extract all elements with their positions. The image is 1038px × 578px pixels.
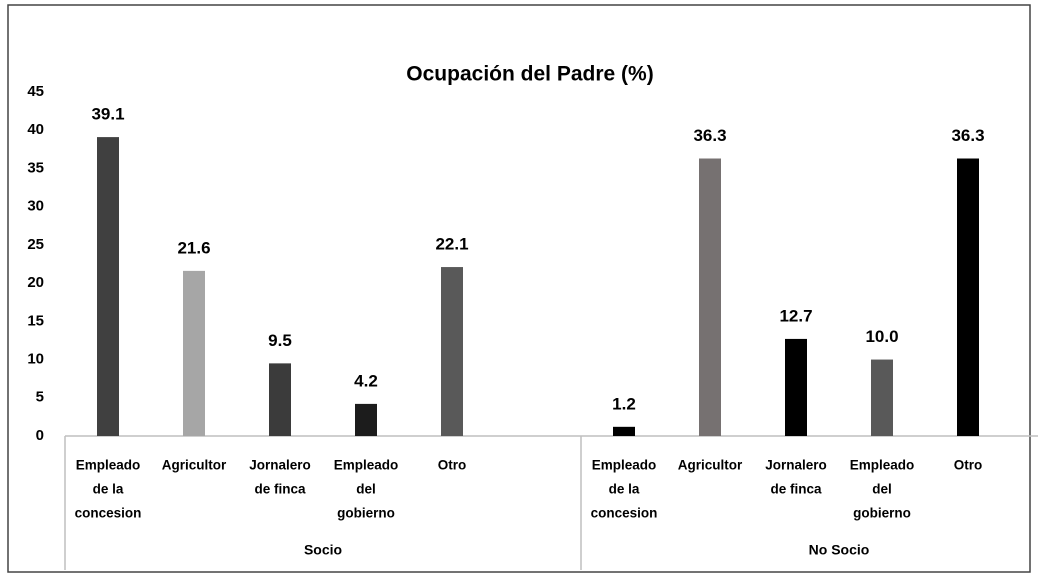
x-tick-label: gobierno <box>337 506 395 521</box>
x-tick-label: del <box>356 482 376 497</box>
x-tick-label: Otro <box>954 458 983 473</box>
x-tick-label: gobierno <box>853 506 911 521</box>
y-tick-label: 30 <box>27 198 44 215</box>
group-label: Socio <box>304 542 342 558</box>
value-label: 36.3 <box>951 126 984 145</box>
bar <box>97 137 119 436</box>
x-tick-label: de la <box>609 482 640 497</box>
x-tick-label: Agricultor <box>162 458 227 473</box>
bar <box>355 403 377 436</box>
y-tick-label: 40 <box>27 121 44 138</box>
value-label: 21.6 <box>177 238 210 257</box>
value-label: 12.7 <box>779 306 812 325</box>
value-label: 10.0 <box>865 327 898 346</box>
y-tick-label: 0 <box>36 427 44 444</box>
bar <box>785 338 807 436</box>
y-tick-label: 10 <box>27 351 44 368</box>
bar <box>871 359 893 436</box>
y-tick-label: 15 <box>27 312 44 329</box>
x-tick-label: Agricultor <box>678 458 743 473</box>
bar <box>269 363 291 436</box>
x-tick-label: de finca <box>254 482 306 497</box>
y-tick-label: 25 <box>27 236 44 253</box>
bar <box>183 270 205 436</box>
y-tick-label: 35 <box>27 159 44 176</box>
x-tick-label: concesion <box>591 506 658 521</box>
x-tick-label: Empleado <box>334 458 399 473</box>
x-tick-label: Jornalero <box>249 458 311 473</box>
bar <box>957 158 979 437</box>
value-label: 4.2 <box>354 371 378 390</box>
x-tick-label: de la <box>93 482 124 497</box>
value-label: 1.2 <box>612 394 636 413</box>
chart-title: Ocupación del Padre (%) <box>406 63 653 86</box>
x-tick-label: del <box>872 482 892 497</box>
x-tick-label: de finca <box>770 482 822 497</box>
x-tick-label: concesion <box>75 506 142 521</box>
x-tick-label: Empleado <box>592 458 657 473</box>
bar <box>441 267 463 436</box>
group-label: No Socio <box>809 542 870 558</box>
value-label: 22.1 <box>435 235 468 254</box>
y-tick-label: 45 <box>27 83 44 100</box>
value-label: 39.1 <box>91 105 124 124</box>
x-tick-label: Otro <box>438 458 467 473</box>
value-label: 9.5 <box>268 331 292 350</box>
value-label: 36.3 <box>693 126 726 145</box>
bar <box>613 426 635 436</box>
y-tick-label: 5 <box>36 389 44 406</box>
bar <box>699 158 721 437</box>
x-tick-label: Jornalero <box>765 458 827 473</box>
y-tick-label: 20 <box>27 274 44 291</box>
x-tick-label: Empleado <box>76 458 141 473</box>
x-tick-label: Empleado <box>850 458 915 473</box>
chart-border <box>7 4 1031 573</box>
